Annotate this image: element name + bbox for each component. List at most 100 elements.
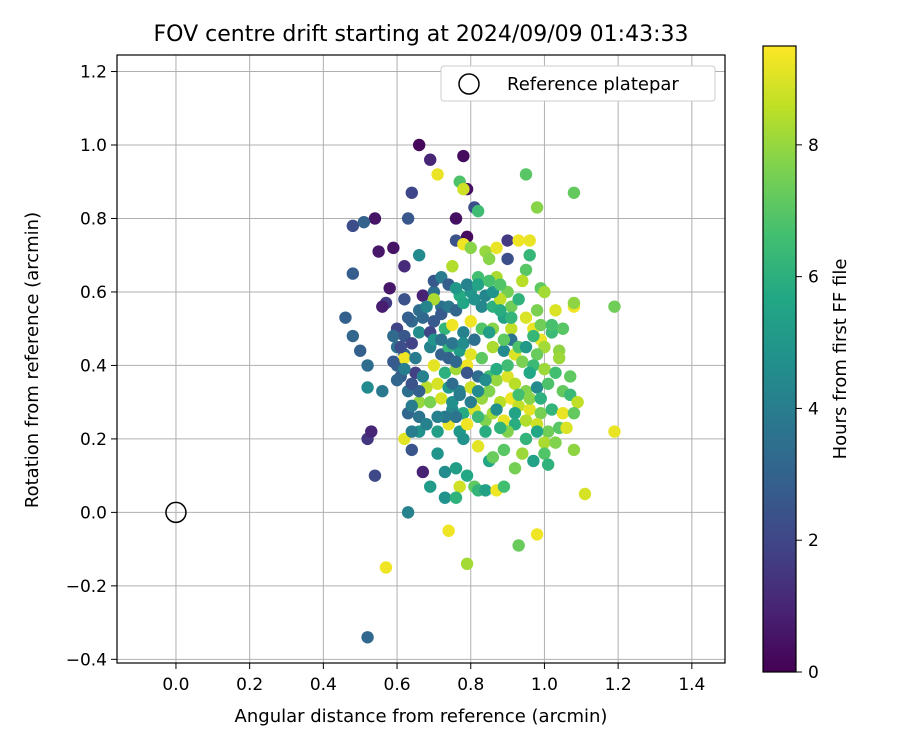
data-point [541, 458, 555, 471]
data-point [401, 311, 415, 324]
data-point [494, 278, 507, 291]
data-point [412, 138, 426, 152]
data-point [420, 300, 433, 313]
data-point [431, 447, 444, 460]
data-point [394, 340, 407, 354]
data-point [416, 289, 430, 302]
x-tick-label: 0.4 [310, 675, 337, 695]
data-point [497, 443, 511, 457]
data-point [412, 249, 426, 262]
data-point [346, 219, 360, 233]
data-point [457, 326, 470, 339]
data-point [446, 377, 459, 390]
data-point [376, 300, 389, 313]
data-point [534, 318, 547, 332]
data-point [556, 406, 570, 420]
data-point [523, 392, 536, 405]
data-point [567, 296, 581, 310]
data-point [512, 388, 525, 402]
legend-label: Reference platepar [507, 74, 679, 95]
data-point [464, 348, 477, 361]
data-point [398, 362, 411, 376]
data-point [409, 351, 422, 365]
data-point [508, 377, 522, 390]
y-tick-label: 0.4 [80, 356, 107, 376]
data-point [449, 212, 463, 225]
data-point [530, 201, 544, 214]
data-point [401, 506, 415, 519]
data-point [545, 318, 559, 332]
data-point [398, 260, 411, 273]
data-point [490, 241, 503, 255]
data-point [471, 384, 485, 398]
y-tick-label: −0.2 [66, 577, 107, 597]
data-point [519, 168, 533, 181]
data-point [501, 234, 514, 247]
data-point [361, 381, 374, 394]
data-point [552, 351, 566, 365]
data-point [431, 410, 444, 424]
data-point [505, 311, 518, 324]
data-point [516, 447, 529, 460]
data-point [523, 234, 536, 247]
x-tick-label: 1.2 [605, 675, 632, 695]
data-point [464, 241, 477, 255]
data-point [519, 340, 533, 354]
data-point [519, 263, 533, 277]
data-point [457, 337, 470, 350]
data-point [460, 557, 474, 571]
legend-box [440, 65, 716, 102]
data-point [431, 425, 444, 438]
data-point [387, 241, 400, 255]
data-point [431, 168, 444, 181]
data-point [398, 351, 411, 365]
data-point [457, 149, 470, 163]
data-point [479, 373, 492, 387]
data-point [471, 440, 485, 453]
x-axis-ticks: 0.0 0.2 0.4 0.6 0.8 1.0 1.2 1.4 [162, 663, 705, 695]
data-point [538, 285, 551, 299]
data-point [538, 447, 551, 460]
data-point [530, 381, 544, 394]
x-tick-label: 1.4 [678, 675, 705, 695]
data-point [453, 388, 466, 402]
data-point [453, 480, 466, 493]
data-point [372, 245, 385, 258]
data-point [549, 436, 562, 449]
y-tick-label: 0.6 [80, 283, 107, 303]
data-point [468, 333, 481, 346]
legend-marker [458, 73, 480, 95]
x-tick-label: 0.8 [457, 675, 484, 695]
colorbar-tick-label: 6 [808, 268, 819, 288]
colorbar-ticks: 0 2 4 6 8 [796, 136, 819, 683]
data-point [490, 362, 503, 376]
data-point [368, 212, 382, 225]
data-point [354, 344, 367, 357]
data-point [449, 491, 463, 504]
data-point [512, 539, 525, 552]
data-point [405, 425, 418, 438]
data-point [560, 421, 573, 435]
data-point [530, 304, 544, 317]
data-point [468, 293, 481, 306]
data-point [538, 436, 551, 449]
data-point [449, 355, 463, 368]
data-point [457, 182, 470, 196]
data-point [523, 366, 536, 379]
data-point [405, 443, 418, 457]
data-point [497, 480, 511, 493]
data-point [479, 425, 492, 438]
data-point [449, 410, 463, 424]
data-point [460, 278, 474, 291]
data-point [457, 296, 470, 310]
data-point [523, 403, 536, 416]
data-point [365, 425, 378, 438]
data-point [545, 403, 559, 416]
data-point [578, 487, 592, 501]
data-point [405, 186, 418, 199]
data-point [512, 293, 525, 306]
data-point [361, 631, 374, 644]
y-tick-label: 0.8 [80, 209, 107, 229]
data-point [387, 329, 400, 343]
data-point [376, 384, 389, 398]
